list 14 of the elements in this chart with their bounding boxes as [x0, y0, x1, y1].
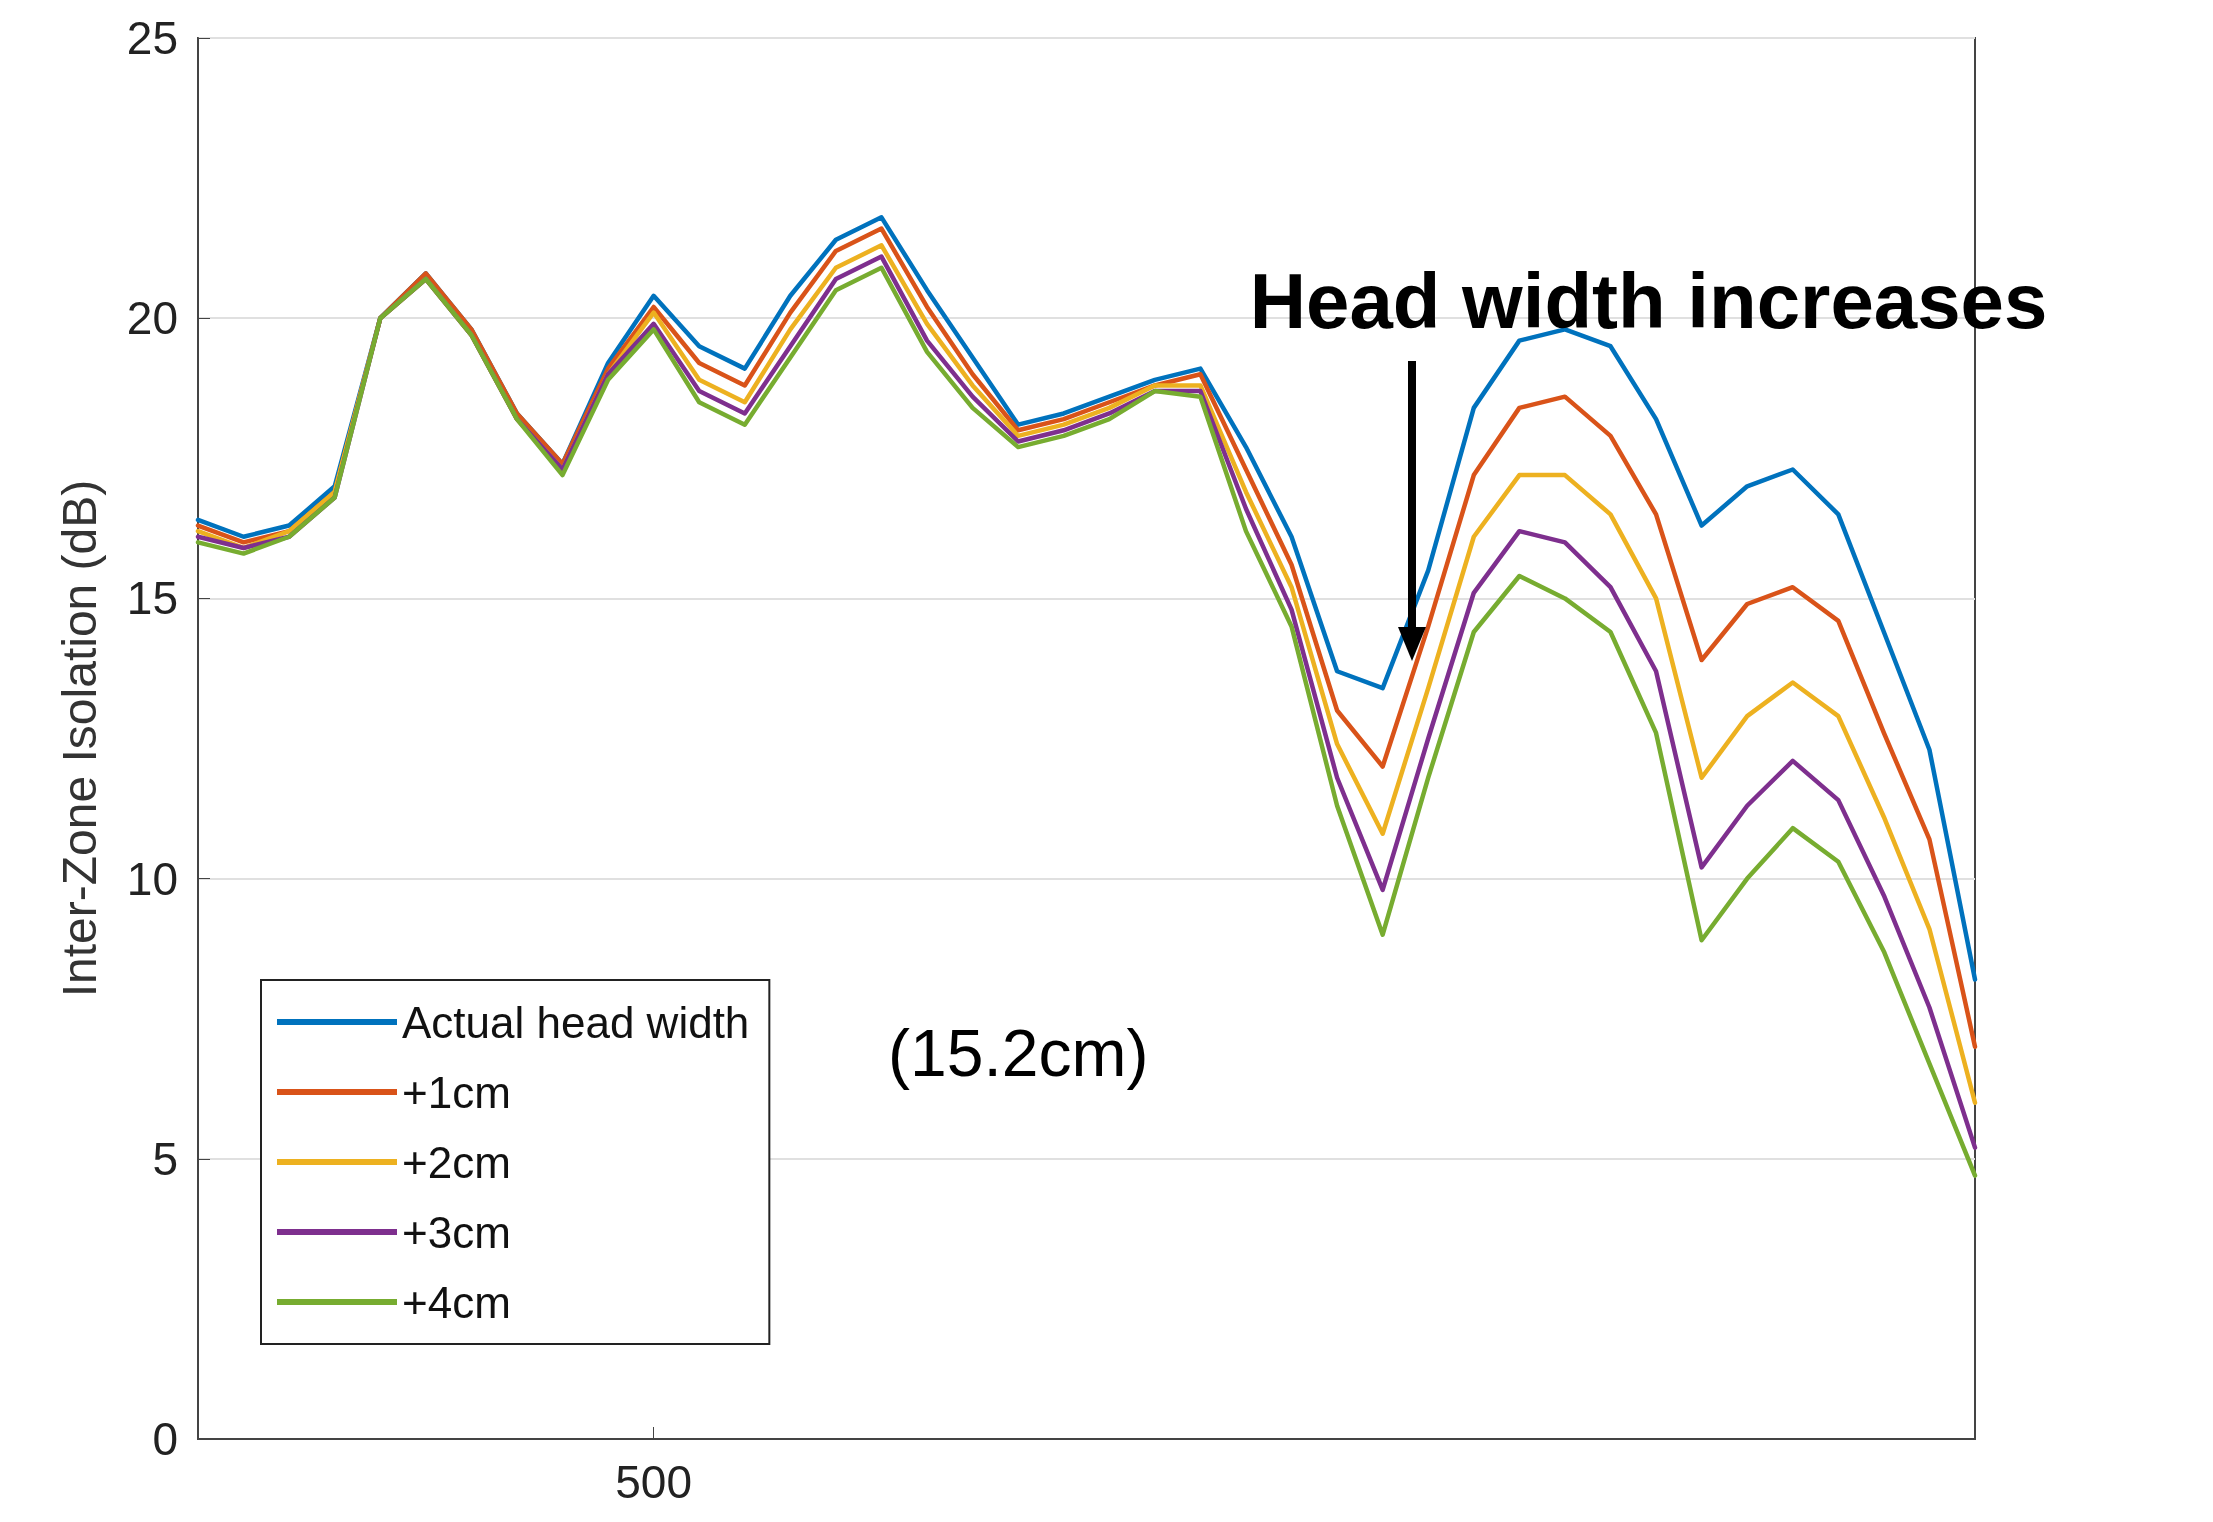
annotation: (15.2cm): [888, 1015, 1149, 1091]
y-axis-title: Inter-Zone Isolation (dB): [52, 479, 106, 998]
y-tick-label: 15: [126, 572, 178, 625]
legend-label: +3cm: [402, 1207, 511, 1257]
legend-label: +2cm: [402, 1137, 511, 1187]
y-tick-label: 0: [152, 1413, 178, 1465]
legend-label: +4cm: [402, 1277, 511, 1327]
x-tick-label: 500: [615, 1456, 693, 1508]
legend-label: +1cm: [402, 1067, 511, 1117]
y-tick-label: 25: [126, 12, 178, 64]
y-tick-label: 20: [126, 292, 178, 345]
legend-label: Actual head width: [402, 997, 750, 1047]
y-tick-label: 5: [152, 1132, 178, 1185]
y-tick-label: 10: [126, 852, 178, 905]
